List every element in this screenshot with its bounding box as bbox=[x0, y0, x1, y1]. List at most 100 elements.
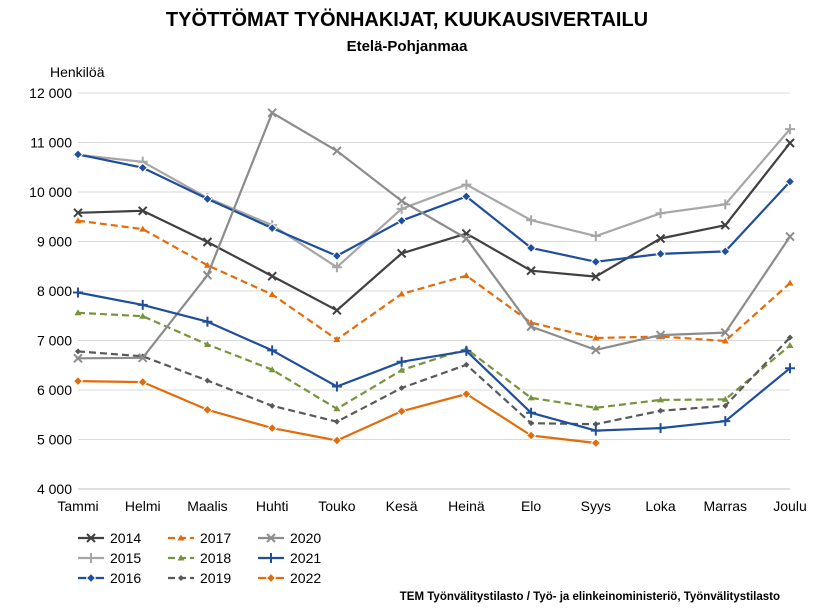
data-point bbox=[266, 533, 276, 543]
data-point bbox=[786, 341, 794, 348]
series-line bbox=[77, 153, 791, 263]
legend-label: 2014 bbox=[110, 530, 141, 546]
data-point bbox=[398, 385, 405, 392]
data-point bbox=[333, 405, 341, 412]
legend-label: 2015 bbox=[110, 550, 141, 566]
data-point bbox=[331, 250, 343, 262]
data-point bbox=[592, 334, 600, 341]
data-point bbox=[721, 395, 729, 402]
data-point bbox=[590, 231, 601, 242]
data-point bbox=[398, 366, 406, 373]
data-point bbox=[202, 316, 213, 327]
series-line bbox=[77, 311, 791, 410]
series-line bbox=[77, 219, 791, 343]
data-point bbox=[139, 225, 147, 232]
data-point bbox=[332, 146, 342, 156]
data-point bbox=[396, 406, 407, 417]
data-point bbox=[592, 404, 600, 411]
series-2014 bbox=[73, 138, 795, 316]
data-point bbox=[72, 149, 84, 160]
data-point bbox=[269, 402, 276, 409]
data-point bbox=[86, 553, 96, 563]
series-2019 bbox=[75, 334, 793, 428]
data-point bbox=[177, 554, 185, 561]
data-point bbox=[74, 309, 82, 316]
data-point bbox=[655, 208, 666, 219]
data-point bbox=[265, 572, 277, 584]
legend-label: 2021 bbox=[290, 550, 321, 566]
data-point bbox=[74, 217, 82, 224]
data-point bbox=[332, 305, 342, 316]
legend-item-2022: 2022 bbox=[258, 570, 321, 586]
data-point bbox=[268, 366, 276, 373]
data-point bbox=[267, 345, 278, 356]
data-point bbox=[137, 162, 148, 173]
data-point bbox=[461, 233, 472, 244]
series-2018 bbox=[74, 309, 794, 412]
series-2017 bbox=[74, 217, 794, 344]
series-2016 bbox=[72, 149, 796, 268]
legend: 2014 2015 2016 2017 2018 2019 2020 2021 2022 bbox=[78, 530, 321, 586]
data-point bbox=[266, 222, 278, 234]
data-point bbox=[787, 334, 793, 341]
data-point bbox=[785, 138, 795, 148]
data-point bbox=[655, 423, 666, 434]
legend-item-2021: 2021 bbox=[258, 550, 321, 566]
series-line bbox=[77, 142, 791, 312]
data-point bbox=[396, 215, 407, 226]
x-tick-label: Kesä bbox=[386, 498, 418, 514]
data-point bbox=[202, 270, 213, 280]
series-line bbox=[77, 111, 791, 360]
data-point bbox=[138, 206, 148, 216]
x-tick-label: Syys bbox=[581, 498, 611, 514]
data-point bbox=[785, 124, 795, 135]
data-point bbox=[463, 361, 470, 368]
data-point bbox=[139, 312, 147, 319]
data-point bbox=[204, 377, 211, 384]
source-note: TEM Työnvälitystilasto / Työ- ja elinkei… bbox=[400, 591, 780, 603]
x-tick-label: Helmi bbox=[125, 498, 161, 514]
x-tick-label: Heinä bbox=[448, 498, 485, 514]
legend-label: 2018 bbox=[200, 550, 231, 566]
y-tick-label: 5 000 bbox=[37, 432, 72, 448]
data-point bbox=[655, 330, 666, 340]
series-2020 bbox=[73, 108, 795, 364]
data-point bbox=[722, 402, 729, 409]
data-point bbox=[137, 376, 148, 388]
series-2015 bbox=[73, 124, 795, 273]
data-point bbox=[590, 256, 602, 268]
data-point bbox=[202, 237, 213, 247]
data-point bbox=[86, 533, 96, 543]
data-point bbox=[720, 327, 730, 338]
data-point bbox=[786, 279, 794, 286]
y-tick-label: 10 000 bbox=[29, 184, 72, 200]
data-point bbox=[266, 422, 278, 434]
data-point bbox=[525, 242, 537, 254]
data-point bbox=[333, 418, 340, 425]
chart-subtitle: Etelä-Pohjanmaa bbox=[347, 38, 469, 55]
legend-item-2019: 2019 bbox=[168, 570, 231, 586]
x-tick-label: Joulu bbox=[773, 498, 806, 514]
data-point bbox=[527, 394, 535, 401]
legend-label: 2016 bbox=[110, 570, 141, 586]
legend-item-2018: 2018 bbox=[168, 550, 231, 566]
series-line bbox=[77, 291, 791, 432]
data-point bbox=[785, 363, 795, 374]
y-axis-label: Henkilöä bbox=[50, 64, 105, 80]
y-tick-label: 12 000 bbox=[29, 85, 72, 101]
x-tick-label: Maalis bbox=[187, 498, 227, 514]
data-point bbox=[396, 356, 407, 367]
data-point bbox=[525, 430, 537, 441]
data-point bbox=[784, 176, 796, 187]
x-tick-label: Touko bbox=[318, 498, 356, 514]
data-point bbox=[73, 353, 83, 364]
data-point bbox=[75, 348, 81, 355]
series-line bbox=[77, 336, 791, 426]
legend-label: 2019 bbox=[200, 570, 231, 586]
data-point bbox=[331, 435, 343, 446]
x-tick-label: Elo bbox=[521, 498, 541, 514]
data-point bbox=[73, 287, 83, 298]
y-tick-label: 8 000 bbox=[37, 283, 72, 299]
data-point bbox=[333, 336, 341, 343]
